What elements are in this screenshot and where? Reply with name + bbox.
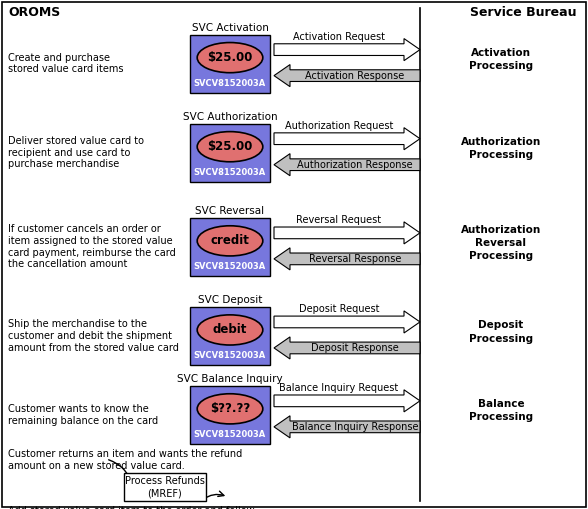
Polygon shape (274, 128, 420, 150)
Ellipse shape (197, 43, 263, 73)
Polygon shape (274, 222, 420, 244)
Text: Authorization
Processing: Authorization Processing (461, 137, 541, 160)
Text: Activation
Processing: Activation Processing (469, 48, 533, 71)
Text: Authorization
Reversal
Processing: Authorization Reversal Processing (461, 224, 541, 261)
Polygon shape (274, 65, 420, 87)
Text: Reversal Response: Reversal Response (309, 254, 401, 264)
Text: $25.00: $25.00 (208, 51, 253, 64)
Ellipse shape (197, 394, 263, 424)
Polygon shape (274, 337, 420, 359)
Text: Process Refunds
(MREF): Process Refunds (MREF) (125, 476, 205, 498)
Polygon shape (274, 39, 420, 61)
Text: Activation Request: Activation Request (293, 32, 385, 42)
Bar (124, 473, 206, 501)
Text: Ship the merchandise to the
customer and debit the shipment
amount from the stor: Ship the merchandise to the customer and… (8, 319, 179, 353)
Text: Balance Inquiry Request: Balance Inquiry Request (279, 383, 399, 393)
Text: Customer returns an item and wants the refund
amount on a new stored value card.: Customer returns an item and wants the r… (8, 449, 242, 470)
Text: Authorization Response: Authorization Response (297, 160, 413, 169)
Polygon shape (274, 416, 420, 438)
Bar (190, 386, 270, 444)
Text: SVC Balance Inquiry: SVC Balance Inquiry (177, 374, 283, 384)
Polygon shape (274, 248, 420, 270)
Polygon shape (274, 311, 420, 333)
Text: Service Bureau: Service Bureau (469, 6, 576, 19)
Text: SVC Authorization: SVC Authorization (183, 111, 278, 122)
Text: Deposit
Processing: Deposit Processing (469, 320, 533, 344)
Text: Authorization Request: Authorization Request (285, 121, 393, 131)
Ellipse shape (197, 132, 263, 162)
Bar (190, 35, 270, 93)
Ellipse shape (197, 315, 263, 345)
Ellipse shape (197, 226, 263, 256)
Bar (190, 307, 270, 365)
Text: OROMS: OROMS (8, 6, 60, 19)
Text: Activation Response: Activation Response (305, 71, 405, 80)
Text: debit: debit (213, 323, 247, 336)
Text: Deposit Request: Deposit Request (299, 304, 379, 314)
Text: Create and purchase
stored value card items: Create and purchase stored value card it… (8, 53, 123, 74)
Text: Add stored value card item to the order and follow
regular process of stored val: Add stored value card item to the order … (8, 506, 255, 509)
Text: SVCV8152003A: SVCV8152003A (194, 351, 266, 360)
Text: credit: credit (211, 234, 249, 247)
Text: If customer cancels an order or
item assigned to the stored value
card payment, : If customer cancels an order or item ass… (8, 224, 176, 269)
Text: $25.00: $25.00 (208, 140, 253, 153)
Text: Customer wants to know the
remaining balance on the card: Customer wants to know the remaining bal… (8, 404, 158, 426)
Text: SVCV8152003A: SVCV8152003A (194, 430, 266, 439)
Polygon shape (274, 154, 420, 176)
Text: SVC Activation: SVC Activation (192, 22, 269, 33)
Polygon shape (274, 390, 420, 412)
Text: SVC Deposit: SVC Deposit (198, 295, 262, 305)
Text: SVCV8152003A: SVCV8152003A (194, 79, 266, 88)
Text: $??.??: $??.?? (210, 402, 250, 415)
Text: SVC Reversal: SVC Reversal (195, 206, 265, 216)
Text: Balance
Processing: Balance Processing (469, 399, 533, 422)
Bar (190, 218, 270, 276)
Text: Deliver stored value card to
recipient and use card to
purchase merchandise: Deliver stored value card to recipient a… (8, 136, 144, 169)
Text: Reversal Request: Reversal Request (296, 215, 382, 225)
Bar (190, 124, 270, 182)
Text: Balance Inquiry Response: Balance Inquiry Response (292, 422, 418, 432)
Text: Deposit Response: Deposit Response (311, 343, 399, 353)
Text: SVCV8152003A: SVCV8152003A (194, 168, 266, 177)
Text: SVCV8152003A: SVCV8152003A (194, 262, 266, 271)
